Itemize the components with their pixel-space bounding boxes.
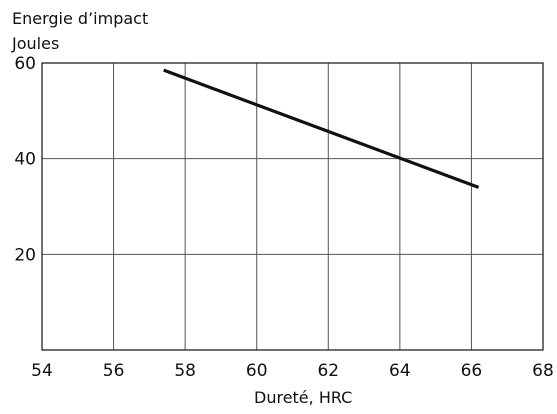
y-tick-label-0: 20 [14, 245, 36, 265]
y-axis-label-line1: Energie d’impact [12, 9, 149, 28]
x-tick-label-2: 58 [174, 361, 196, 381]
plot-frame [41, 62, 544, 351]
x-tick-label-6: 66 [461, 361, 483, 381]
x-tick-label-1: 56 [103, 361, 125, 381]
series-line-0 [163, 68, 480, 189]
x-tick-label-7: 68 [532, 361, 554, 381]
x-tick-label-4: 62 [317, 361, 339, 381]
x-tick-label-0: 54 [31, 361, 53, 381]
y-tick-label-1: 40 [14, 150, 36, 170]
y-axis-label-line2: Joules [12, 34, 60, 53]
x-axis-label: Dureté, HRC [254, 388, 353, 407]
x-tick-label-3: 60 [246, 361, 268, 381]
x-tick-label-5: 64 [389, 361, 411, 381]
y-tick-label-2: 60 [14, 54, 36, 74]
